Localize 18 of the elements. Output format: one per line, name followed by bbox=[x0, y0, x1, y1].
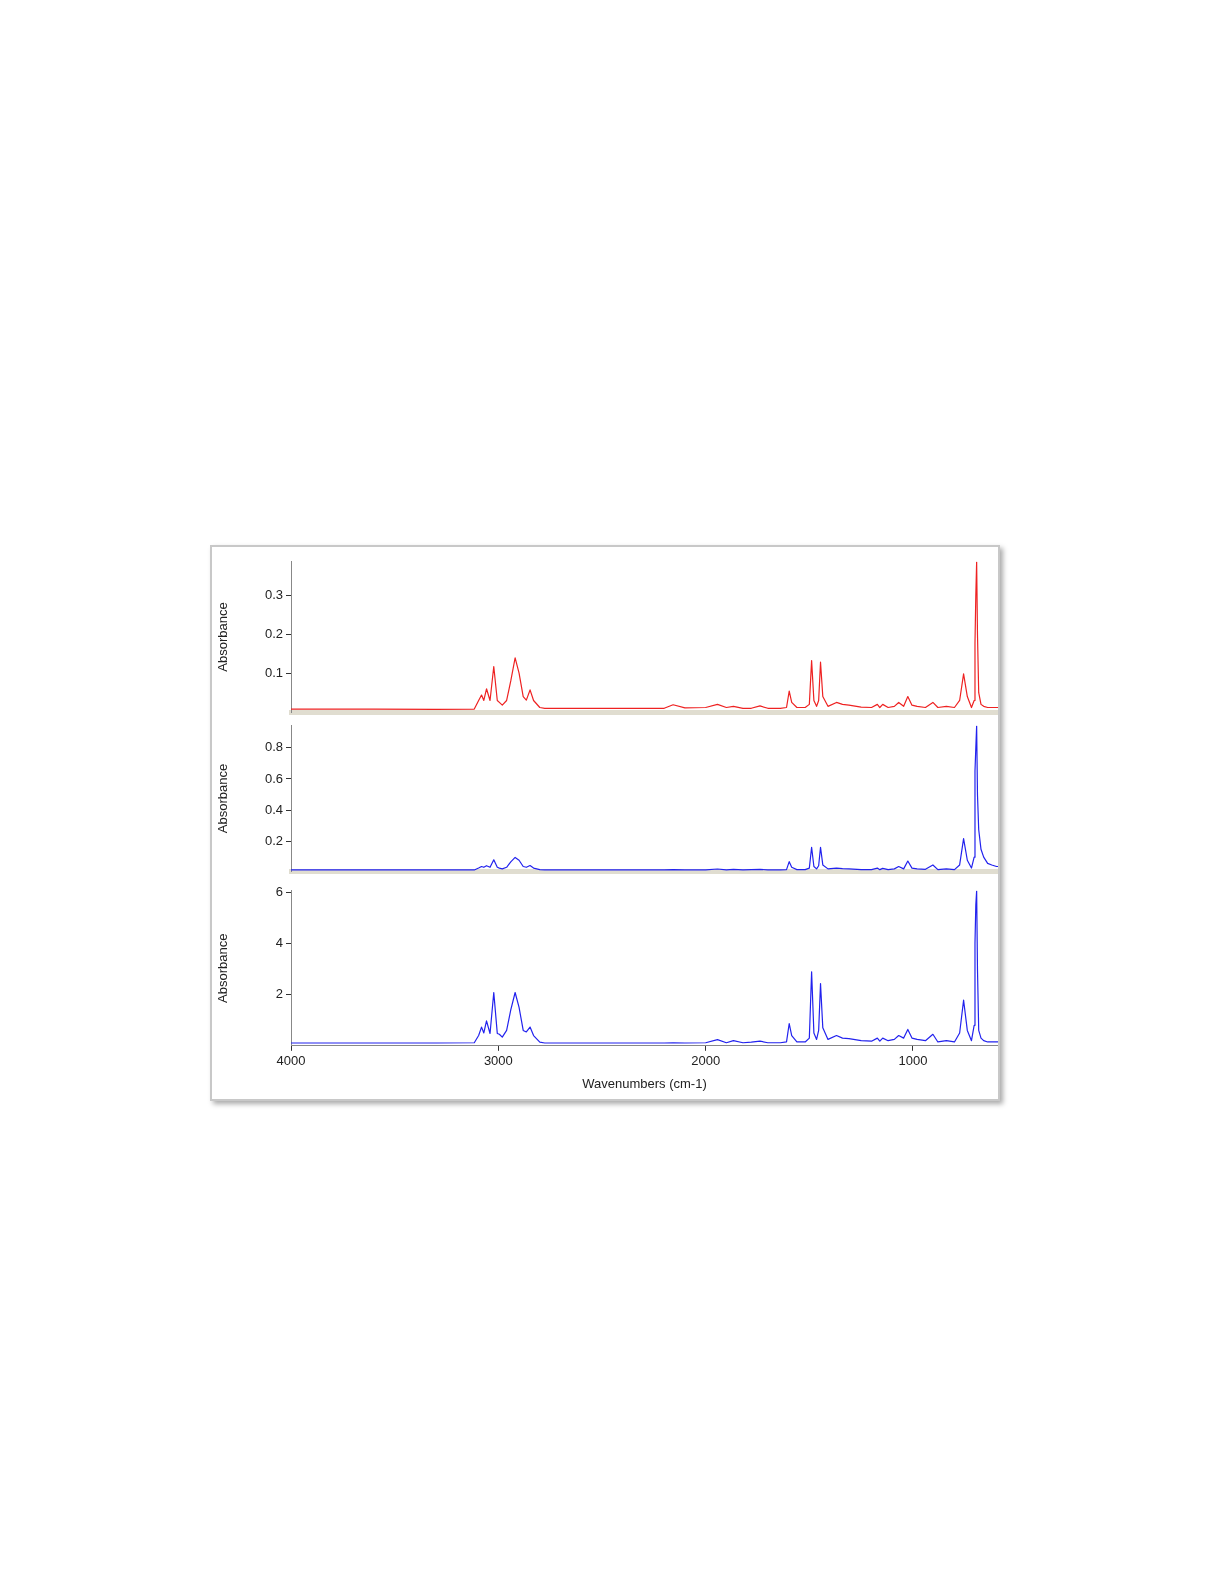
y-axis-title: Absorbance bbox=[215, 602, 231, 672]
x-axis-title: Wavenumbers (cm-1) bbox=[582, 1075, 707, 1091]
y-tick-label: 2 bbox=[275, 986, 283, 1002]
y-tick-label: 0.6 bbox=[264, 770, 283, 786]
y-tick-label: 0.4 bbox=[264, 801, 283, 817]
y-axis-title: Absorbance bbox=[215, 933, 231, 1003]
x-tick-label: 3000 bbox=[483, 1053, 513, 1069]
y-tick-label: 0.1 bbox=[264, 664, 283, 680]
y-tick-label: 0.8 bbox=[264, 739, 283, 755]
y-tick-label: 6 bbox=[275, 883, 283, 899]
y-tick-label: 4 bbox=[275, 934, 283, 950]
x-tick-label: 2000 bbox=[691, 1053, 721, 1069]
y-tick-label: 0.2 bbox=[264, 833, 283, 849]
y-tick-label: 0.3 bbox=[264, 586, 283, 602]
y-axis-title: Absorbance bbox=[215, 763, 231, 834]
x-tick-label: 1000 bbox=[898, 1053, 928, 1069]
y-tick-label: 0.2 bbox=[264, 625, 283, 641]
x-tick-label: 4000 bbox=[276, 1053, 306, 1069]
